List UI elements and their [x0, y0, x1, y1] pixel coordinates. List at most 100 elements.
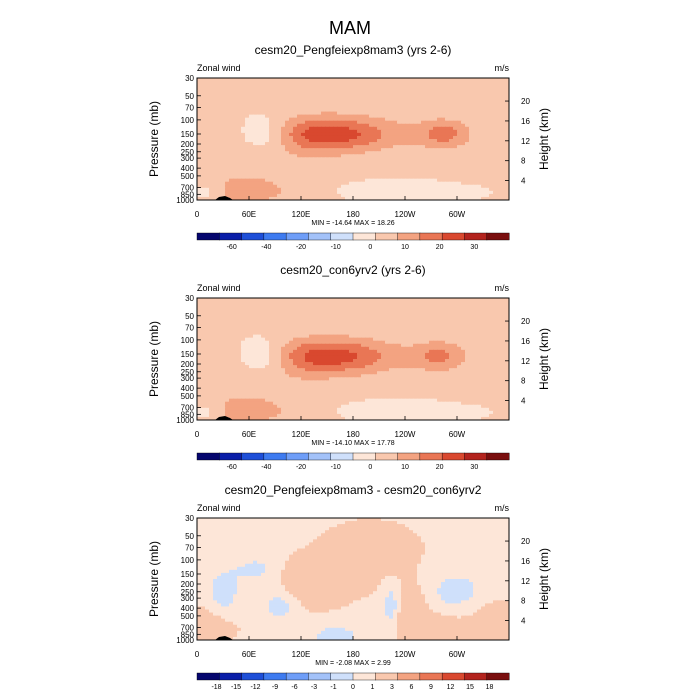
field-cell — [369, 117, 374, 122]
field-cell — [209, 181, 214, 186]
field-cell — [293, 359, 298, 363]
field-cell — [429, 316, 434, 320]
field-cell — [221, 313, 226, 317]
field-cell — [361, 310, 366, 314]
field-cell — [273, 145, 278, 149]
field-cell — [345, 337, 350, 342]
field-cell — [245, 359, 250, 363]
field-cell — [461, 90, 466, 94]
field-cell — [329, 93, 334, 97]
field-cell — [417, 126, 422, 131]
field-cell — [381, 362, 386, 366]
field-cell — [313, 172, 318, 177]
field-cell — [325, 362, 330, 366]
field-cell — [353, 129, 358, 134]
field-cell — [425, 328, 430, 333]
field-cell — [425, 184, 430, 189]
field-cell — [385, 142, 390, 146]
field-cell — [485, 362, 490, 366]
field-cell — [473, 301, 478, 305]
field-cell — [457, 151, 462, 155]
field-cell — [413, 96, 418, 100]
field-cell — [421, 196, 426, 200]
field-cell — [469, 316, 474, 320]
field-cell — [501, 172, 506, 177]
field-cell — [413, 145, 418, 149]
field-cell — [241, 93, 246, 97]
field-cell — [489, 151, 494, 155]
field-cell — [253, 151, 258, 155]
field-cell — [397, 87, 402, 91]
field-cell — [417, 111, 422, 116]
field-cell — [405, 187, 410, 192]
field-cell — [241, 298, 246, 302]
field-cell — [337, 355, 342, 360]
field-cell — [421, 160, 426, 164]
field-cell — [349, 331, 354, 336]
field-cell — [425, 111, 430, 116]
field-cell — [425, 135, 430, 140]
field-cell — [461, 343, 466, 348]
field-cell — [213, 172, 218, 177]
field-cell — [385, 193, 390, 198]
field-cell — [457, 355, 462, 360]
field-cell — [281, 126, 286, 131]
field-cell — [497, 328, 502, 333]
field-cell — [365, 178, 370, 183]
field-cell — [197, 129, 202, 134]
field-cell — [261, 151, 266, 155]
field-cell — [389, 184, 394, 189]
field-cell — [477, 99, 482, 103]
field-cell — [365, 337, 370, 342]
field-cell — [237, 93, 242, 97]
field-cell — [413, 87, 418, 91]
field-cell — [345, 196, 350, 200]
field-cell — [317, 355, 322, 360]
field-cell — [385, 87, 390, 91]
field-cell — [401, 93, 406, 97]
field-cell — [417, 190, 422, 195]
field-cell — [277, 90, 282, 94]
field-cell — [449, 108, 454, 113]
field-cell — [273, 157, 278, 161]
field-cell — [353, 90, 358, 94]
field-cell — [225, 334, 230, 339]
field-cell — [309, 117, 314, 122]
field-cell — [365, 343, 370, 348]
field-cell — [465, 87, 470, 91]
field-cell — [269, 301, 274, 305]
field-cell — [437, 151, 442, 155]
field-cell — [265, 93, 270, 97]
field-cell — [385, 123, 390, 128]
field-cell — [377, 123, 382, 128]
field-cell — [301, 343, 306, 348]
field-cell — [445, 111, 450, 116]
field-cell — [253, 160, 258, 164]
field-cell — [469, 139, 474, 143]
field-cell — [437, 343, 442, 348]
field-cell — [365, 148, 370, 152]
field-cell — [249, 139, 254, 143]
field-cell — [397, 102, 402, 107]
field-cell — [465, 78, 470, 82]
field-cell — [245, 166, 250, 171]
field-cell — [289, 99, 294, 103]
field-cell — [245, 111, 250, 116]
field-cell — [393, 145, 398, 149]
field-cell — [361, 157, 366, 161]
field-cell — [417, 93, 422, 97]
field-cell — [413, 157, 418, 161]
field-cell — [261, 93, 266, 97]
field-cell — [297, 93, 302, 97]
field-cell — [301, 160, 306, 164]
field-cell — [209, 301, 214, 305]
field-cell — [289, 78, 294, 82]
field-cell — [293, 120, 298, 125]
height-tick-label: 12 — [521, 137, 530, 146]
field-cell — [293, 90, 298, 94]
field-cell — [429, 301, 434, 305]
field-cell — [213, 359, 218, 363]
field-cell — [465, 172, 470, 177]
field-cell — [461, 169, 466, 174]
field-cell — [469, 126, 474, 131]
